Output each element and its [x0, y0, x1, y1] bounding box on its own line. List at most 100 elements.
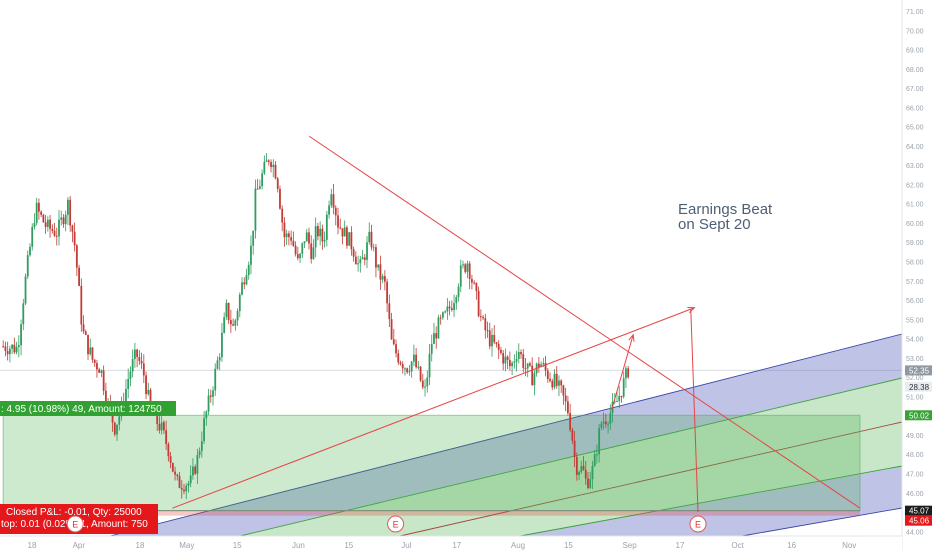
candle-body	[598, 427, 601, 455]
candle-body	[551, 380, 554, 388]
candle-body	[404, 368, 406, 370]
long-position-profit-zone[interactable]	[2, 414, 861, 512]
candle-body	[450, 308, 453, 310]
candle	[392, 328, 395, 346]
candle-body	[462, 264, 464, 266]
candle	[93, 359, 96, 367]
candle-body	[549, 378, 551, 381]
channel-line-0	[109, 333, 903, 537]
candle	[178, 472, 181, 489]
candle-body	[310, 243, 313, 260]
candle	[475, 282, 478, 300]
candle-body	[38, 202, 40, 212]
channel-line-2	[399, 421, 903, 537]
candle-body	[522, 354, 525, 368]
candle-body	[453, 303, 455, 310]
candle-body	[430, 343, 433, 354]
candle-body	[183, 489, 185, 492]
candle-body	[176, 474, 179, 477]
candle-body	[508, 359, 511, 367]
earnings-marker-label: E	[695, 520, 701, 530]
candle	[299, 252, 301, 264]
candle-body	[69, 199, 72, 226]
candle	[439, 314, 442, 325]
earnings-marker[interactable]: E	[387, 515, 405, 533]
earnings-marker-circle	[66, 515, 84, 533]
candle-body	[330, 194, 333, 206]
price-label: 28.38	[909, 383, 930, 392]
long-position-stop-zone[interactable]	[3, 510, 860, 516]
projection-drop-line[interactable]	[690, 309, 699, 513]
rising-trendline[interactable]	[172, 307, 695, 509]
candle-body	[205, 411, 208, 419]
candle	[53, 222, 56, 238]
candle-body	[323, 239, 326, 242]
candle-body	[64, 214, 67, 225]
earnings-marker[interactable]: E	[689, 515, 707, 533]
candle	[620, 395, 623, 403]
candle	[573, 431, 576, 468]
candle	[462, 260, 464, 269]
candle-body	[281, 208, 284, 223]
candle	[267, 159, 270, 166]
candle	[578, 470, 580, 481]
profit-label-bg	[0, 401, 176, 416]
candle-body	[627, 368, 630, 378]
candle-body	[40, 211, 43, 215]
earnings-marker[interactable]: E	[66, 515, 84, 533]
projection-segment[interactable]	[611, 334, 634, 411]
y-tick-label: 64.00	[906, 144, 924, 151]
candle	[229, 309, 232, 333]
candle	[272, 159, 275, 178]
candle-body	[506, 356, 509, 360]
candle-body	[584, 469, 587, 479]
candle-body	[417, 366, 420, 368]
candle	[212, 386, 214, 406]
candle	[622, 371, 625, 399]
candle	[198, 447, 201, 459]
candle-body	[245, 275, 248, 285]
candle	[334, 205, 337, 226]
candle	[627, 365, 630, 379]
candle-body	[319, 228, 322, 237]
candle	[571, 427, 574, 445]
candle	[341, 228, 344, 245]
candle-body	[178, 476, 181, 488]
candle	[82, 315, 85, 334]
candle	[569, 403, 572, 433]
candle	[136, 348, 139, 368]
candle-body	[421, 380, 424, 388]
candle-body	[600, 423, 603, 428]
candle	[234, 318, 237, 331]
candle-body	[53, 230, 56, 236]
candle-body	[254, 188, 257, 231]
candle	[350, 226, 353, 256]
descending-trendline[interactable]	[308, 135, 861, 509]
candle-body	[209, 395, 212, 397]
candle-body	[299, 253, 301, 259]
candle-body	[138, 356, 141, 361]
candle	[511, 360, 513, 376]
candle-body	[558, 380, 560, 386]
candle	[308, 227, 310, 250]
candle	[357, 255, 359, 272]
x-tick-label: Jun	[292, 541, 305, 550]
candle	[301, 242, 304, 259]
candle-body	[89, 347, 92, 355]
candle	[254, 179, 257, 239]
candle	[395, 339, 397, 358]
candle	[35, 197, 38, 226]
y-tick-label: 56.00	[906, 298, 924, 305]
candle-body	[544, 363, 547, 371]
candle	[415, 348, 418, 369]
annotation-line: Earnings Beat	[678, 201, 773, 218]
candle-body	[82, 324, 85, 332]
candle-body	[560, 380, 563, 386]
candle-body	[397, 353, 400, 363]
candle-body	[370, 231, 373, 248]
candle	[564, 387, 567, 412]
candle-body	[225, 302, 228, 318]
price-label: 45.07	[909, 507, 930, 516]
